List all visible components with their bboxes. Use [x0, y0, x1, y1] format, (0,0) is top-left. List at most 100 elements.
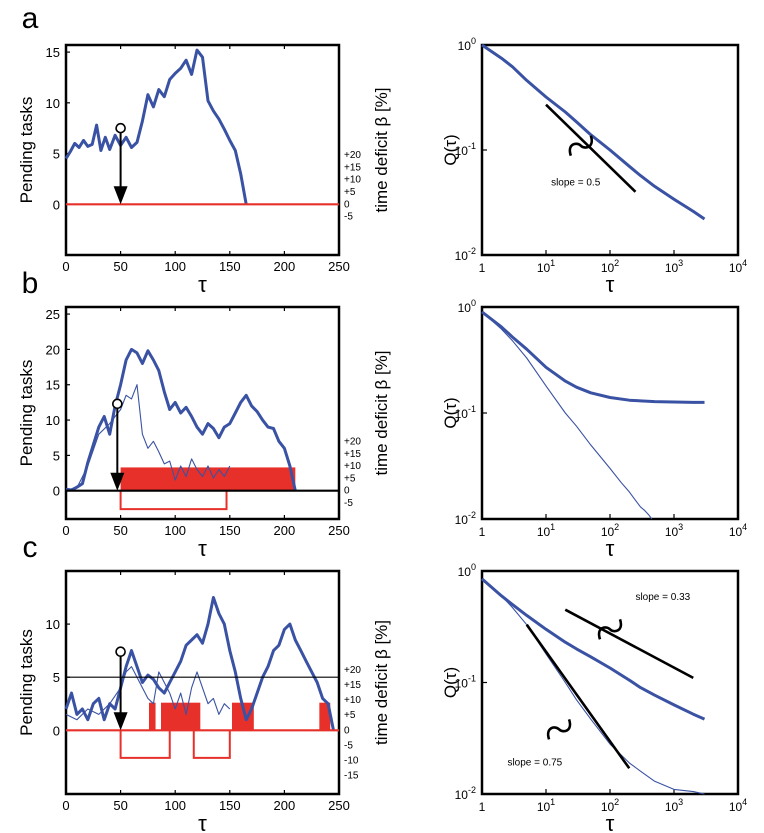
y-tick-label: 0: [53, 197, 60, 212]
y2-tick-label: +10: [344, 175, 361, 186]
y-tick-label-exp: 0: [471, 562, 476, 572]
plot-frame-b-left: [64, 305, 341, 521]
x-tick-label-exp: 1: [550, 522, 555, 532]
x-tick-label: 50: [113, 798, 127, 813]
y-tick-label-base: 10: [455, 788, 469, 802]
panel-letter-a: a: [22, 2, 39, 35]
x-tick-label-exp: 2: [614, 258, 619, 268]
y2-tick-label: 0: [344, 199, 350, 210]
x-tick-label: 50: [113, 523, 127, 538]
x-axis-label: τ: [606, 536, 615, 561]
y-tick-label-base: 10: [455, 513, 469, 527]
y-tick-label-base: 10: [455, 407, 469, 421]
x-tick-label-base: 10: [537, 800, 551, 814]
deficit-bar: [120, 467, 296, 491]
x-axis-label: τ: [198, 536, 207, 561]
x-tick-label-base: 10: [537, 525, 551, 539]
series-thin-blue-1: [481, 578, 705, 795]
series-thin-blue-1: [481, 311, 653, 520]
x-tick-label: 103: [665, 797, 683, 814]
y-tick-label: 100: [458, 36, 476, 53]
deficit-outline: [192, 730, 231, 759]
x-tick-label: 0: [62, 523, 69, 538]
series-thick-blue-0: [481, 577, 706, 721]
y-tick-label-exp: 0: [471, 298, 476, 308]
x-tick-label-exp: 1: [550, 797, 555, 807]
y-axis-label: Pending tasks: [17, 629, 36, 736]
x-tick-label-base: 10: [665, 261, 679, 275]
y2-tick-label: +15: [344, 162, 361, 173]
y-tick-label-exp: -1: [468, 674, 476, 684]
y-tick-label: 15: [46, 45, 60, 60]
deficit-bar: [148, 702, 156, 731]
chart-c-left: 0 50 100 150 200 250 0 5 10 +20 +15 +10 +5 0 -5 -10 -15 t…: [17, 569, 391, 833]
slope-guide-line: [564, 608, 694, 680]
y-tick-label: 20: [46, 342, 60, 357]
x-tick-label: 200: [274, 259, 296, 274]
y2-tick-label: +5: [344, 187, 356, 198]
y-tick-label: 10-1: [455, 404, 476, 421]
y-tick-label: 5: [53, 147, 60, 162]
x-tick-label-base: 10: [601, 261, 615, 275]
x-tick-label: 102: [601, 797, 619, 814]
x-tick-label-base: 10: [665, 800, 679, 814]
y2-tick-label: -5: [344, 740, 353, 751]
x-axis-label: τ: [606, 272, 615, 297]
y2-tick-label: +5: [344, 473, 356, 484]
series-thick-blue-0: [481, 310, 705, 404]
slope-guide-line: [545, 103, 637, 193]
x-tick-label-exp: 4: [742, 258, 747, 268]
arrow-origin-circle: [115, 122, 126, 134]
chart-a-left: 0 50 100 150 200 250051015+20+15+10+50-5time …: [17, 43, 391, 297]
y-axis-label: Pending tasks: [17, 360, 36, 467]
y2-tick-label: 0: [344, 486, 350, 497]
series-thick-blue-0: [64, 596, 335, 731]
x-tick-label-base: 10: [601, 525, 615, 539]
chart-b-left: 0 50 100 150 200 2500510152025+20+15+10+50-5t…: [17, 305, 391, 561]
y-tick-label: 10-2: [455, 246, 476, 263]
x-tick-label-base: 10: [601, 800, 615, 814]
x-tick-label: 200: [274, 523, 296, 538]
y-tick-label-exp: -1: [468, 141, 476, 151]
x-tick-label-exp: 3: [678, 797, 683, 807]
y2-tick-label: +5: [344, 710, 356, 721]
x-tick-label: 50: [113, 259, 127, 274]
y-tick-label-base: 10: [455, 249, 469, 263]
slope-label: slope = 0.75: [507, 758, 562, 769]
y-axis-label: Q(τ): [441, 397, 460, 428]
deficit-bar: [231, 702, 254, 731]
x-tick-label-exp: 4: [742, 797, 747, 807]
y2-tick-label: -10: [344, 755, 359, 766]
y2-tick-label: +15: [344, 449, 361, 460]
y-tick-label-base: 10: [455, 144, 469, 158]
x-tick-label: 104: [729, 797, 747, 814]
y2-tick-label: -15: [344, 771, 359, 782]
plot-frame-c-left: [64, 569, 341, 796]
y2-tick-label: -5: [344, 212, 353, 223]
deficit-outline: [119, 490, 228, 511]
x-tick-label-base: 10: [537, 261, 551, 275]
y-tick-label: 15: [46, 378, 60, 393]
x-tick-label: 103: [665, 258, 683, 275]
y2-tick-label: +20: [344, 437, 361, 448]
x-tick-label-exp: 3: [678, 522, 683, 532]
x-axis-label: τ: [198, 811, 207, 833]
y-tick-label: 100: [458, 298, 476, 315]
x-tick-label: 150: [219, 259, 241, 274]
y2-tick-label: +20: [344, 150, 361, 161]
y-tick-label: 10: [46, 413, 60, 428]
arrow-head: [113, 186, 128, 205]
y-tick-label-exp: -1: [468, 404, 476, 414]
x-tick-label: 102: [601, 258, 619, 275]
arrow-origin-circle: [112, 398, 123, 410]
x-tick-label: 200: [274, 798, 296, 813]
y-tick-label-base: 10: [458, 39, 472, 53]
slope-label: slope = 0.5: [551, 177, 601, 188]
x-tick-label: 250: [328, 523, 350, 538]
x-tick-label-exp: 2: [614, 522, 619, 532]
y-tick-label-exp: -2: [468, 246, 476, 256]
x-tick-label: 103: [665, 522, 683, 539]
y-axis-label: Pending tasks: [17, 97, 36, 204]
